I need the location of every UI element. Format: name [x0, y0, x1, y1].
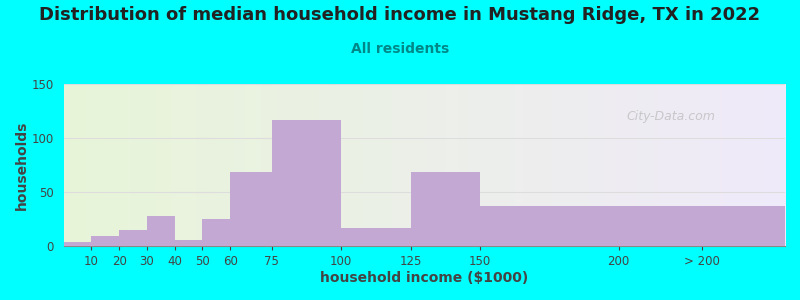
Bar — [272, 120, 341, 246]
Bar — [91, 236, 119, 246]
Bar — [230, 172, 272, 246]
Text: All residents: All residents — [351, 42, 449, 56]
X-axis label: household income ($1000): household income ($1000) — [320, 271, 529, 285]
Bar — [618, 206, 785, 246]
Y-axis label: households: households — [15, 120, 29, 210]
Bar — [147, 216, 174, 246]
Bar — [174, 240, 202, 246]
Text: Distribution of median household income in Mustang Ridge, TX in 2022: Distribution of median household income … — [39, 6, 761, 24]
Text: City-Data.com: City-Data.com — [626, 110, 715, 123]
Bar — [119, 230, 147, 246]
Bar — [64, 242, 91, 246]
Bar — [202, 219, 230, 246]
Bar — [341, 228, 410, 246]
Bar — [410, 172, 480, 246]
Bar — [480, 206, 618, 246]
